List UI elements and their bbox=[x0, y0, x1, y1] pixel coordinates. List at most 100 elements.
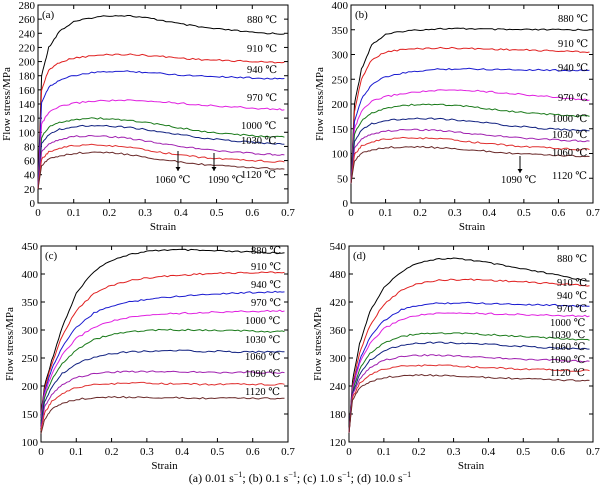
x-axis-label: Strain bbox=[458, 460, 485, 472]
series-line bbox=[350, 27, 590, 184]
y-tick-label: 50 bbox=[337, 173, 349, 185]
chart-panel-d: 0 0.1 0.2 0.3 0.4 0.5 0.6 0.7 120 180 240 300 360 420… bbox=[312, 241, 600, 472]
series-label: 1090 ℃ bbox=[550, 355, 586, 366]
series-label: 910 ℃ bbox=[557, 278, 587, 289]
y-tick-label: 80 bbox=[24, 141, 36, 153]
y-axis-label: Flow stress/MPa bbox=[4, 307, 16, 381]
y-tick-label: 260 bbox=[19, 14, 36, 26]
y-tick-label: 60 bbox=[24, 156, 36, 168]
arrow-1090-head bbox=[211, 167, 217, 171]
series-line bbox=[37, 15, 285, 189]
series-line bbox=[350, 145, 590, 184]
x-tick-label: 0.3 bbox=[140, 446, 154, 458]
y-tick-label: 100 bbox=[19, 127, 36, 139]
y-tick-label: 450 bbox=[22, 241, 39, 253]
y-tick-label: 480 bbox=[330, 269, 347, 281]
series-line bbox=[37, 124, 285, 189]
chart-panel-a: 0 0.1 0.2 0.3 0.4 0.5 0.6 0.7 0 20 40 60 80 100 120 140… bbox=[1, 0, 295, 233]
caption-part-c: ; (c) 1.0 s−1 bbox=[296, 470, 351, 485]
y-tick-label: 250 bbox=[22, 353, 39, 365]
series-line bbox=[40, 290, 285, 417]
y-tick-label: 40 bbox=[24, 170, 36, 182]
series-line bbox=[40, 248, 285, 415]
y-tick-label: 400 bbox=[332, 0, 349, 12]
series-label: 940 ℃ bbox=[247, 65, 277, 76]
y-tick-label: 0 bbox=[30, 198, 36, 210]
series-line bbox=[37, 151, 285, 189]
y-tick-label: 360 bbox=[330, 325, 347, 337]
series-label: 1030 ℃ bbox=[245, 335, 281, 346]
y-tick-label: 280 bbox=[19, 0, 36, 12]
arrow-1090-b-head bbox=[517, 169, 523, 173]
x-tick-label: 0.2 bbox=[413, 207, 427, 219]
y-tick-label: 300 bbox=[22, 325, 39, 337]
x-tick-label: 0.3 bbox=[448, 207, 462, 219]
series-line bbox=[350, 67, 590, 184]
x-tick-label: 0.6 bbox=[245, 207, 259, 219]
series-line bbox=[350, 117, 590, 184]
x-axis-label: Strain bbox=[151, 460, 178, 472]
y-tick-label: 540 bbox=[330, 241, 347, 253]
y-tick-label: 240 bbox=[19, 28, 36, 40]
series-label: 1120 ℃ bbox=[552, 171, 587, 182]
series-label: 910 ℃ bbox=[247, 44, 277, 55]
series-line bbox=[37, 117, 285, 189]
series-line bbox=[348, 354, 590, 433]
series-line bbox=[350, 89, 590, 184]
x-tick-label: 0.1 bbox=[377, 446, 391, 458]
chart-panel-b: 0 0.1 0.2 0.3 0.4 0.5 0.6 0.7 0 50 100 150 200 250 300… bbox=[314, 0, 600, 233]
series-line bbox=[350, 103, 590, 184]
x-tick-label: 0.4 bbox=[482, 207, 496, 219]
y-tick-label: 200 bbox=[332, 99, 349, 111]
x-tick-label: 0.4 bbox=[175, 446, 189, 458]
caption-part-b: ; (b) 0.1 s−1 bbox=[242, 470, 297, 485]
series-label: 1000 ℃ bbox=[552, 114, 588, 125]
y-tick-label: 100 bbox=[22, 437, 39, 449]
plot-frame bbox=[348, 245, 594, 443]
x-tick-label: 0.2 bbox=[412, 446, 426, 458]
series-line bbox=[348, 332, 590, 433]
series-label: 880 ℃ bbox=[251, 246, 281, 257]
y-tick-label: 150 bbox=[332, 124, 349, 136]
x-tick-label: 0.5 bbox=[517, 207, 531, 219]
series-label: 880 ℃ bbox=[557, 254, 587, 265]
y-tick-label: 420 bbox=[330, 297, 347, 309]
series-label: 880 ℃ bbox=[558, 14, 588, 25]
y-tick-label: 120 bbox=[330, 437, 347, 449]
series-label: 1060 ℃ bbox=[552, 148, 588, 159]
y-tick-label: 220 bbox=[19, 42, 36, 54]
x-tick-label: 0.7 bbox=[281, 207, 295, 219]
x-tick-label: 0 bbox=[348, 207, 354, 219]
series-label: 1120 ℃ bbox=[550, 368, 585, 379]
x-tick-label: 0 bbox=[38, 446, 44, 458]
series-line bbox=[350, 46, 590, 184]
series-label: 1060 ℃ bbox=[245, 352, 281, 363]
y-tick-label: 250 bbox=[332, 74, 349, 86]
series-line bbox=[37, 143, 285, 189]
series-line bbox=[40, 309, 285, 420]
series-line bbox=[40, 328, 285, 423]
y-tick-label: 300 bbox=[330, 353, 347, 365]
chart-panel-c: 0 0.1 0.2 0.3 0.4 0.5 0.6 0.7 100 150 200 250 300 350… bbox=[4, 241, 295, 472]
x-axis-label: Strain bbox=[459, 221, 486, 233]
y-axis-label: Flow stress/MPa bbox=[314, 67, 326, 141]
x-tick-label: 0.2 bbox=[103, 207, 117, 219]
x-tick-label: 0.6 bbox=[551, 446, 565, 458]
series-line bbox=[40, 349, 285, 426]
series-line bbox=[40, 395, 285, 434]
series-label: 1000 ℃ bbox=[241, 121, 277, 132]
series-label: 1060 ℃ bbox=[155, 175, 191, 186]
series-label: 1090 ℃ bbox=[208, 175, 244, 186]
series-line bbox=[348, 301, 590, 433]
y-tick-label: 120 bbox=[19, 113, 36, 125]
series-label: 910 ℃ bbox=[558, 39, 588, 50]
series-line bbox=[348, 278, 590, 433]
y-tick-label: 160 bbox=[19, 85, 36, 97]
series-line bbox=[40, 271, 285, 415]
y-tick-label: 350 bbox=[22, 297, 39, 309]
series-line bbox=[40, 370, 285, 429]
y-tick-label: 140 bbox=[19, 99, 36, 111]
series-label: 1120 ℃ bbox=[245, 387, 280, 398]
x-axis-label: Strain bbox=[150, 221, 177, 233]
x-tick-label: 0 bbox=[346, 446, 352, 458]
